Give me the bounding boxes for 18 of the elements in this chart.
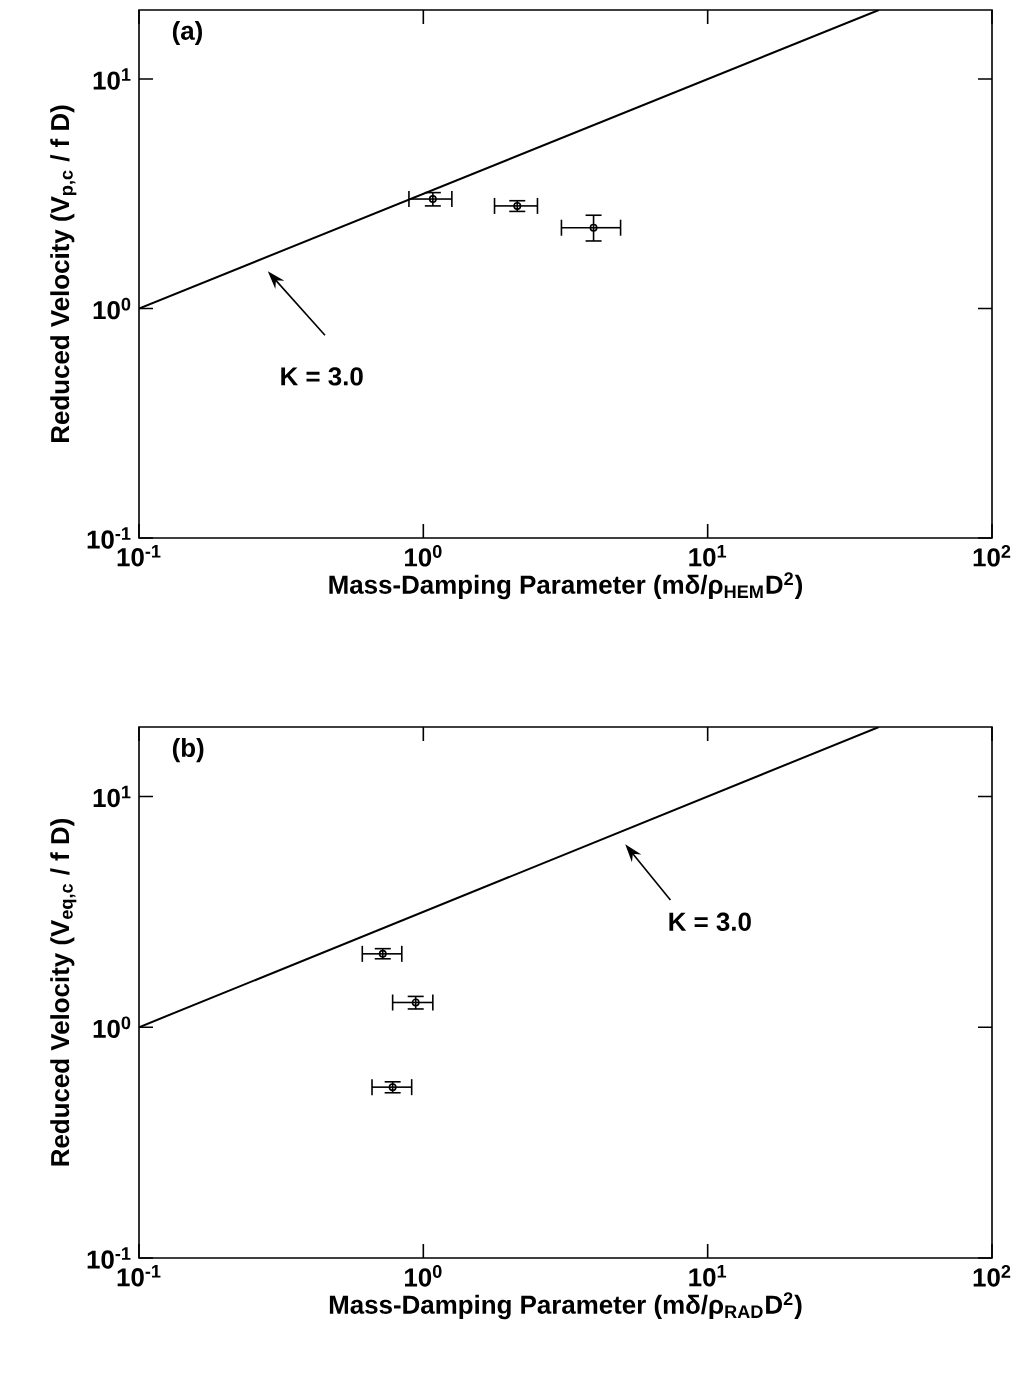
x-tick-label: 10$^{2}$ [973, 545, 1011, 567]
x-axis-title: Mass-Damping Parameter (mδ/ρ$_{HEM}$D$^{2}$) [329, 572, 803, 600]
x-tick-label: 10$^{1}$ [689, 545, 727, 567]
x-tick-label: 10$^{0}$ [405, 545, 442, 567]
x-tick-label: 10$^{1}$ [689, 1265, 727, 1287]
annotation: K = 3.0 [669, 912, 751, 931]
y-tick-label: 10$^{1}$ [93, 785, 131, 808]
x-tick-label: 10$^{0}$ [405, 1265, 442, 1287]
y-tick-label: 10$^{1}$ [93, 68, 131, 90]
chart-title: (a) [172, 20, 202, 46]
x-tick-label: 10$^{2}$ [973, 1265, 1011, 1287]
y-axis-title: Reduced Velocity (V$_{eq,c}$ / f D) [50, 818, 77, 1166]
y-tick-label: 10$^{0}$ [93, 1016, 131, 1039]
annotation: K = 3.0 [281, 367, 363, 386]
x-axis-title: Mass-Damping Parameter (mδ/ρ$_{RAD}$D$^{2}$) [329, 1292, 802, 1320]
y-tick-label: 10$^{0}$ [93, 297, 131, 320]
y-axis-title: Reduced Velocity (V$_{p,c}$ / f D) [50, 105, 77, 443]
chart-title: (b) [172, 738, 204, 763]
